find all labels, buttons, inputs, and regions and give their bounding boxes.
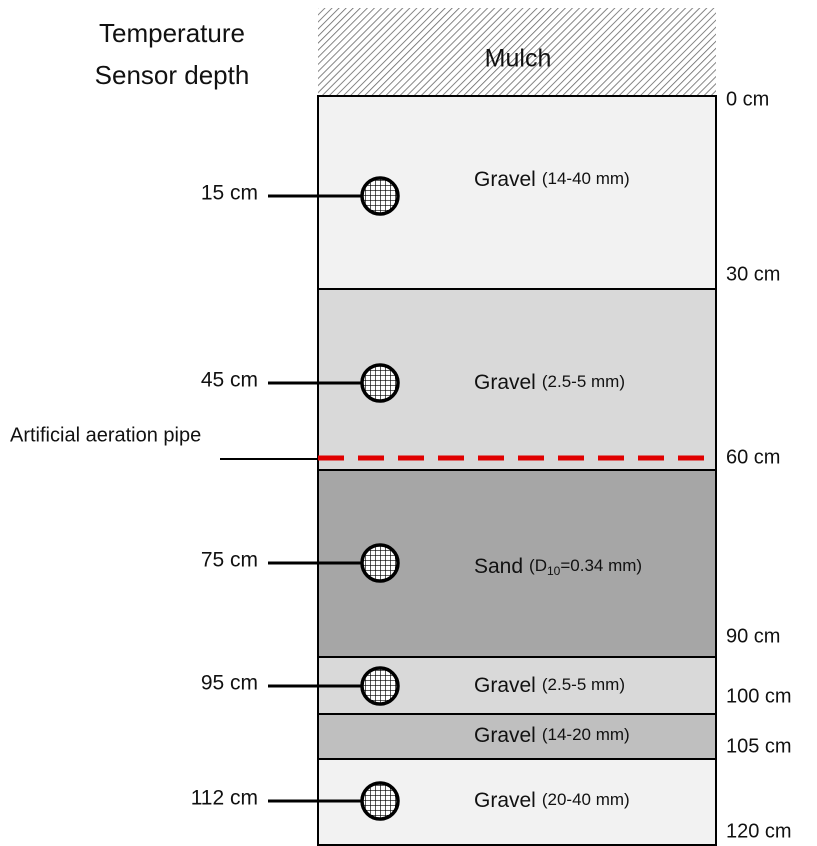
depth-label: 120 cm — [726, 820, 792, 842]
depth-label: 105 cm — [726, 735, 792, 757]
layer-label: Gravel (2.5-5 mm) — [474, 674, 625, 697]
sensor-depth-label: 112 cm — [191, 787, 258, 810]
layer-name: Gravel — [474, 789, 536, 812]
temperature-sensor — [360, 176, 400, 216]
layer-name: Gravel — [474, 674, 536, 697]
depth-label: 60 cm — [726, 446, 780, 468]
layer-size: (14-40 mm) — [542, 169, 630, 188]
soil-layer — [317, 713, 717, 760]
layer-label: Sand (D10=0.34 mm) — [474, 555, 642, 579]
temperature-sensor — [360, 363, 400, 403]
layer-size: (20-40 mm) — [542, 790, 630, 809]
sensor-depth-label: 15 cm — [201, 182, 258, 205]
depth-label: 0 cm — [726, 88, 769, 110]
layer-subscript: 10 — [547, 564, 561, 578]
depth-label: 30 cm — [726, 263, 780, 285]
sensor-depth-label: 95 cm — [201, 672, 258, 695]
layer-label: Gravel (20-40 mm) — [474, 789, 630, 812]
layer-name: Gravel — [474, 371, 536, 394]
layer-size: (D — [529, 556, 547, 575]
temperature-sensor — [360, 543, 400, 583]
layer-name: Sand — [474, 555, 523, 578]
depth-label: 100 cm — [726, 685, 792, 707]
temperature-sensor — [360, 666, 400, 706]
layer-size: (2.5-5 mm) — [542, 675, 625, 694]
sensor-depth-label: 75 cm — [201, 549, 258, 572]
header-line: Temperature — [99, 18, 245, 48]
temperature-sensor — [360, 781, 400, 821]
sensor-depth-label: 45 cm — [201, 369, 258, 392]
mulch-layer — [318, 8, 716, 96]
layer-size: =0.34 mm) — [560, 556, 642, 575]
layer-size: (2.5-5 mm) — [542, 372, 625, 391]
layer-name: Gravel — [474, 724, 536, 747]
header-line: Sensor depth — [95, 60, 250, 90]
depth-label: 90 cm — [726, 625, 780, 647]
layer-label: Gravel (14-20 mm) — [474, 724, 630, 747]
layer-label: Gravel (2.5-5 mm) — [474, 371, 625, 394]
layer-size: (14-20 mm) — [542, 725, 630, 744]
layer-name: Gravel — [474, 168, 536, 191]
mulch-label: Mulch — [485, 45, 552, 73]
layer-label: Gravel (14-40 mm) — [474, 168, 630, 191]
pipe-label: Artificial aeration pipe — [10, 424, 201, 446]
